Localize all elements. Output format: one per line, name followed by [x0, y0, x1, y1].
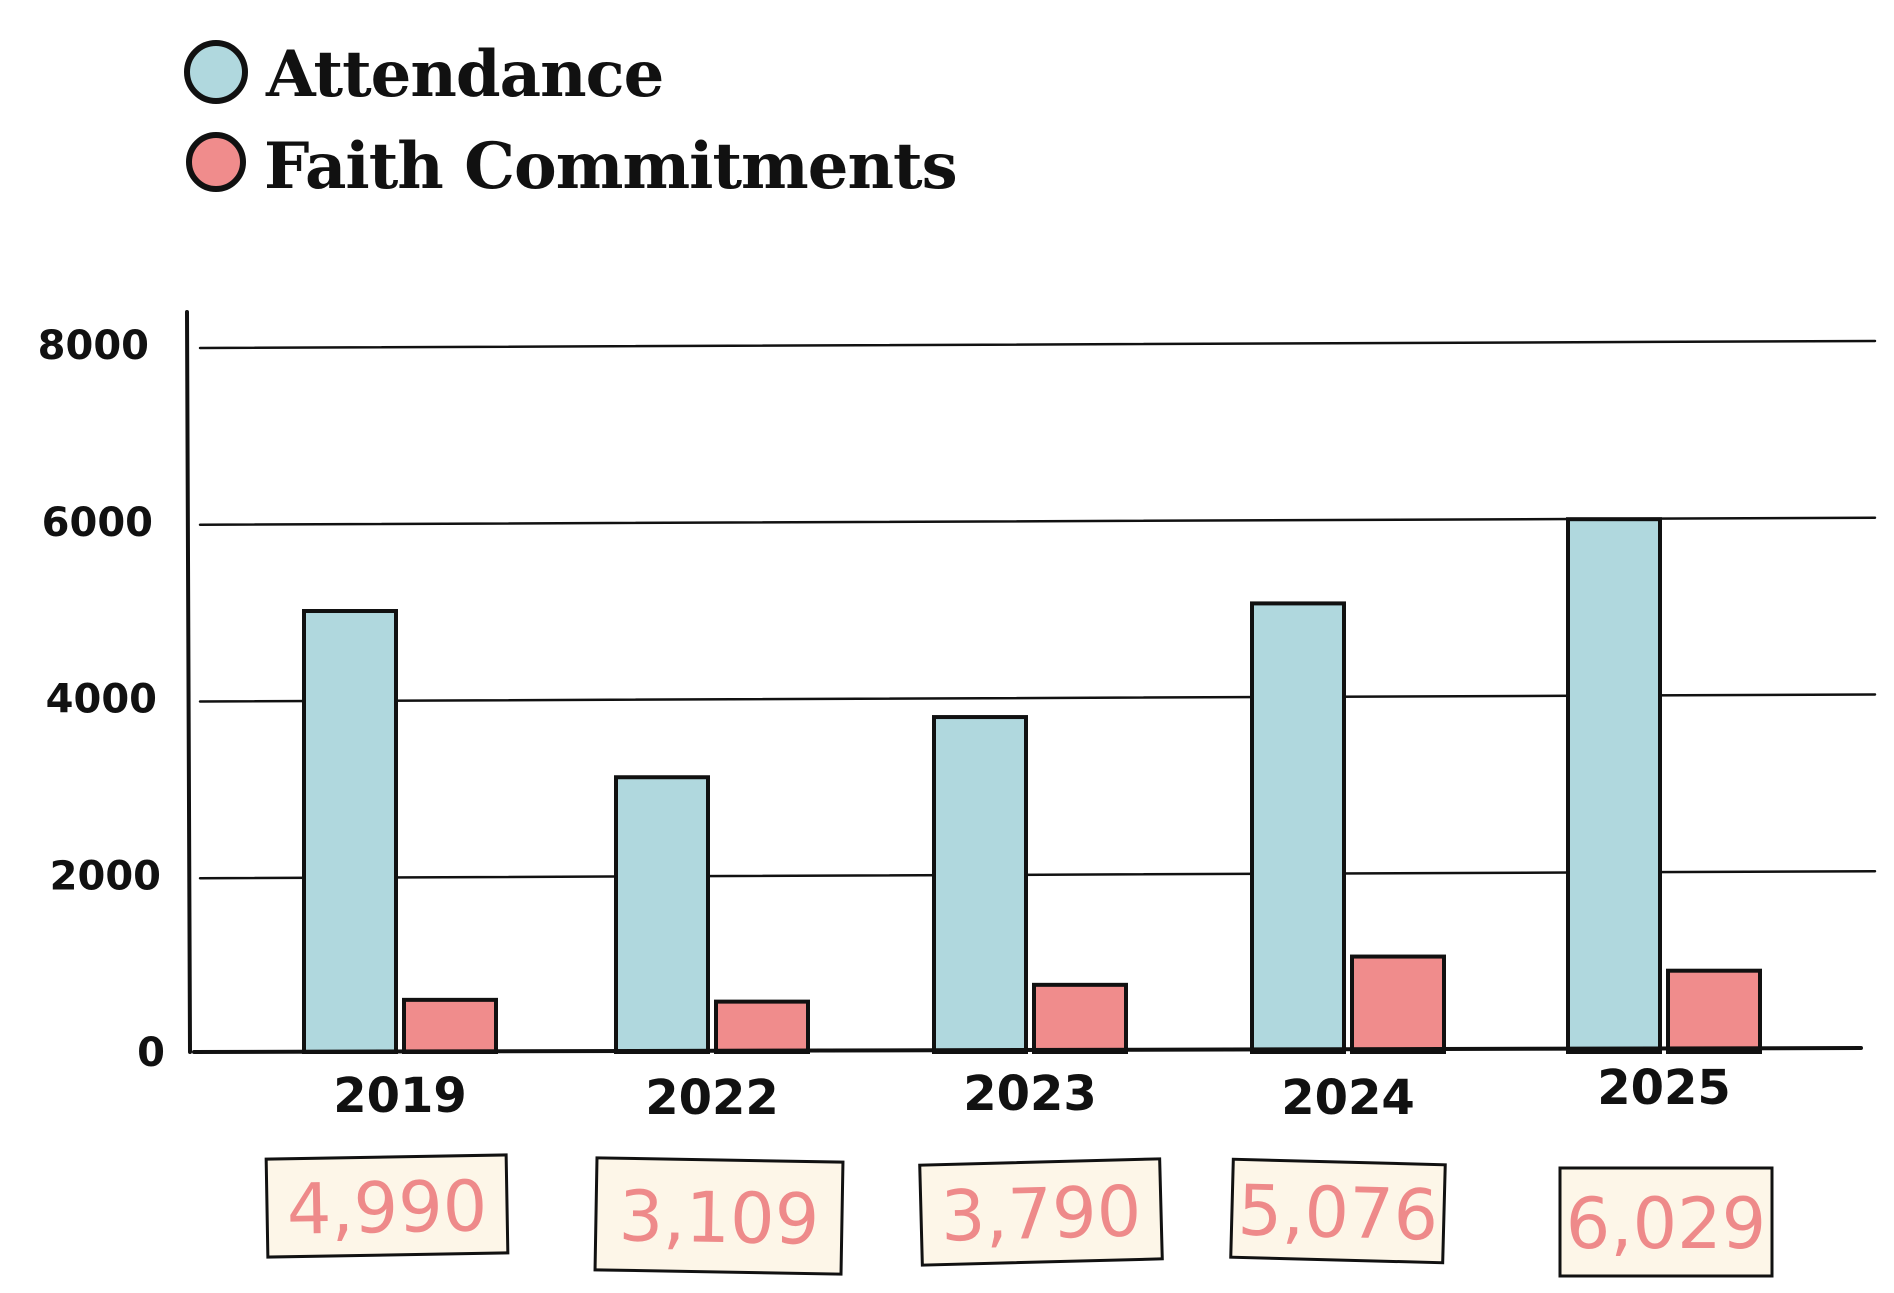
value-box-2022: 3,109 [593, 1156, 845, 1276]
bar-faith-commitments-2019 [402, 997, 498, 1055]
legend-swatch-attendance [184, 40, 248, 104]
value-box-label-2023: 3,790 [940, 1170, 1142, 1257]
bar-faith-commitments-2022 [714, 999, 810, 1054]
bar-attendance-2025 [1566, 517, 1662, 1054]
legend-swatch-faith-commitments [186, 132, 246, 192]
bar-attendance-2024 [1250, 601, 1346, 1054]
value-box-frame-2024 [1229, 1157, 1447, 1265]
value-box-2025: 6,029 [1558, 1166, 1774, 1278]
gridline-8000 [198, 339, 1877, 350]
legend-item-faith-commitments: Faith Commitments [186, 129, 958, 204]
value-box-label-2022: 3,109 [618, 1175, 820, 1260]
x-tick-label-2025: 2025 [1597, 1060, 1731, 1116]
x-tick-label-2022: 2022 [645, 1070, 779, 1126]
y-tick-label-2000: 2000 [50, 853, 161, 899]
y-tick-label-0: 0 [137, 1030, 165, 1076]
bar-faith-commitments-2024 [1350, 954, 1446, 1054]
value-box-frame-2019 [264, 1153, 510, 1259]
value-box-frame-2022 [593, 1156, 845, 1276]
value-boxes: 4,990 3,109 3,790 5,076 6,029 [264, 1153, 1774, 1278]
x-axis-line [192, 1046, 1863, 1054]
value-box-label-2024: 5,076 [1237, 1169, 1439, 1256]
value-box-2019: 4,990 [264, 1153, 510, 1259]
bar-attendance-2023 [932, 715, 1028, 1055]
legend-item-attendance: Attendance [184, 37, 664, 112]
y-tick-label-4000: 4000 [46, 677, 157, 723]
x-tick-label-2023: 2023 [963, 1066, 1097, 1122]
value-box-label-2025: 6,029 [1566, 1183, 1766, 1265]
y-axis-ticks: 0 2000 4000 6000 8000 [38, 323, 165, 1076]
bar-faith-commitments-2025 [1666, 968, 1762, 1055]
bar-attendance-2022 [614, 775, 710, 1054]
legend-label-faith-commitments: Faith Commitments [264, 129, 957, 204]
bar-attendance-2019 [302, 609, 398, 1054]
value-box-frame-2023 [918, 1157, 1164, 1267]
x-tick-label-2024: 2024 [1281, 1070, 1415, 1126]
bar-faith-commitments-2023 [1032, 982, 1128, 1055]
value-box-2024: 5,076 [1229, 1157, 1447, 1265]
bars [302, 517, 1762, 1055]
value-box-frame-2025 [1558, 1166, 1774, 1278]
value-box-label-2019: 4,990 [286, 1165, 488, 1250]
y-tick-label-8000: 8000 [38, 323, 149, 369]
value-box-2023: 3,790 [918, 1157, 1164, 1267]
legend: Attendance Faith Commitments [184, 37, 958, 204]
y-axis-line [185, 310, 192, 1054]
y-tick-label-6000: 6000 [42, 500, 153, 546]
axes [185, 310, 1863, 1054]
legend-label-attendance: Attendance [265, 37, 663, 112]
x-axis-labels: 2019 2022 2023 2024 2025 [333, 1060, 1731, 1126]
x-tick-label-2019: 2019 [333, 1068, 467, 1124]
